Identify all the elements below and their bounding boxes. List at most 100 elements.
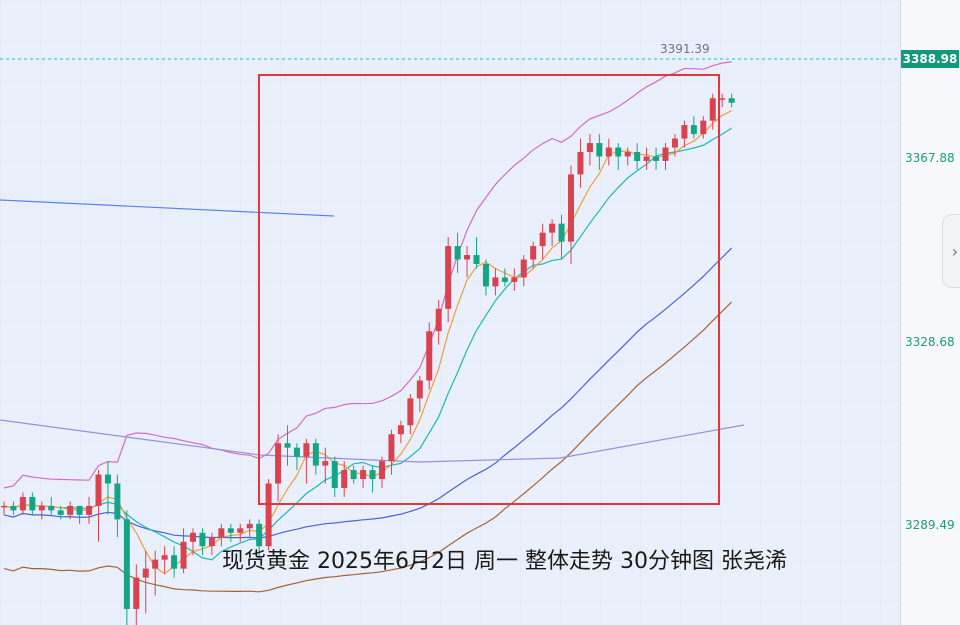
candle (104, 461, 111, 515)
candle (473, 237, 480, 269)
expand-panel-button[interactable]: › (942, 214, 960, 288)
candle (303, 438, 310, 484)
candle (123, 510, 130, 625)
candle (728, 93, 735, 108)
candle-body (558, 223, 565, 242)
candle (464, 246, 471, 278)
candle-body (133, 577, 140, 609)
candle-body (634, 152, 641, 161)
candle-body (662, 147, 669, 161)
price-tick-3: 3289.49 (905, 518, 955, 532)
candle (596, 134, 603, 170)
candle-body (227, 528, 234, 533)
candle-body (237, 528, 244, 533)
candle-body (397, 425, 404, 435)
highlight-box (258, 74, 720, 505)
candle (671, 134, 678, 157)
candle (369, 465, 376, 493)
trend-line (0, 199, 335, 217)
candle-body (681, 125, 688, 139)
candle (237, 523, 244, 542)
candle (397, 420, 404, 444)
candle (520, 255, 527, 287)
candle-body (643, 156, 650, 161)
candle-body (246, 523, 253, 529)
candle-body (709, 98, 716, 121)
candle (171, 546, 178, 578)
candle (265, 479, 272, 551)
candle-body (19, 496, 26, 511)
candle (161, 546, 168, 574)
candle (454, 232, 461, 273)
candle (256, 519, 263, 560)
candle-body (341, 470, 348, 488)
candle-body (596, 143, 603, 157)
candle (482, 259, 489, 296)
candle (208, 532, 215, 556)
candle-body (416, 380, 423, 399)
candle-body (350, 470, 357, 480)
candle-body (95, 474, 102, 506)
candle-body (180, 541, 187, 569)
candle (10, 501, 17, 515)
candle (445, 237, 452, 323)
candle-body (520, 259, 527, 278)
candle (539, 223, 546, 260)
candle-body (256, 523, 263, 547)
price-tick-2: 3328.68 (905, 335, 955, 349)
candle-body (624, 152, 631, 157)
candle (322, 447, 329, 484)
candle-body (152, 559, 159, 569)
candle-body (10, 505, 17, 511)
candle (643, 147, 650, 170)
candle-body (1, 505, 7, 508)
candle-body (690, 125, 697, 135)
candle (709, 93, 716, 130)
candle (435, 299, 442, 345)
candle-body (464, 255, 471, 260)
candle-body (293, 447, 300, 457)
candle (700, 116, 707, 139)
candle-body (388, 434, 395, 462)
candle (67, 501, 74, 520)
candle (511, 268, 518, 291)
candle-body (653, 156, 660, 161)
candle-body (57, 510, 64, 515)
candle-body (586, 143, 593, 152)
candle (114, 474, 121, 538)
candle (605, 138, 612, 166)
candle-body (511, 277, 518, 282)
candle-body (303, 443, 310, 457)
candle (530, 241, 537, 269)
candle-body (530, 246, 537, 260)
candle (76, 505, 83, 524)
candle-body (605, 147, 612, 157)
grid-background (0, 0, 900, 625)
candle-body (218, 528, 225, 538)
candle (719, 93, 726, 108)
candle (379, 456, 385, 488)
price-chart[interactable] (0, 0, 900, 625)
candle-body (265, 483, 272, 547)
candle-body (38, 505, 45, 511)
candle (568, 165, 574, 264)
candle (615, 143, 622, 170)
candle (1, 501, 7, 515)
candle (284, 425, 291, 466)
candle (653, 147, 660, 170)
candle (38, 501, 45, 520)
candle-body (379, 461, 385, 480)
candle-body (123, 519, 130, 609)
candle (190, 528, 196, 556)
candle (577, 138, 584, 188)
candle-body (700, 120, 707, 135)
ma-cyan-line (3, 127, 732, 561)
candle-body (473, 255, 480, 264)
high-price-label: 3391.39 (660, 42, 710, 56)
candle-body (190, 532, 196, 542)
candle-body (48, 505, 55, 511)
candle-body (454, 246, 461, 260)
candle-body (142, 568, 149, 578)
candle-body (549, 223, 556, 233)
